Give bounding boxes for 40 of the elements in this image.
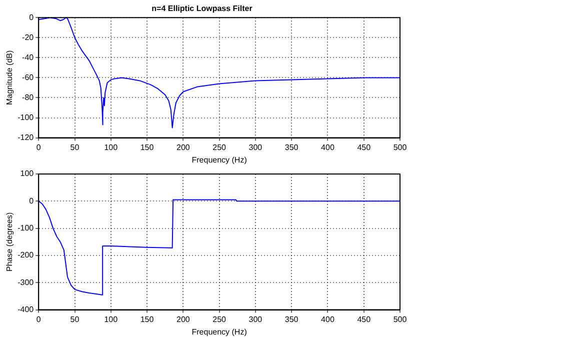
x-tick-label: 350 [284, 314, 299, 324]
x-tick-label: 250 [212, 142, 227, 152]
y-tick-label: 100 [20, 169, 34, 178]
x-tick-label: 300 [248, 314, 263, 324]
y-tick-label: -200 [18, 250, 34, 260]
x-tick-label: 150 [140, 314, 154, 324]
y-axis-title: Phase (degrees) [5, 212, 14, 272]
x-tick-label: 250 [212, 314, 227, 324]
x-tick-label: 50 [70, 314, 80, 324]
x-tick-label: 0 [36, 142, 42, 152]
x-tick-label: 50 [70, 142, 80, 152]
x-tick-label: 350 [284, 142, 299, 152]
y-tick-label: -100 [18, 224, 34, 233]
x-tick-label: 100 [104, 314, 118, 324]
y-axis-title: Magnitude (dB) [5, 50, 14, 106]
x-tick-label: 450 [357, 314, 372, 324]
x-tick-label: 400 [321, 314, 335, 324]
y-tick-label: -20 [22, 32, 34, 42]
chart-title: n=4 Elliptic Lowpass Filter [152, 4, 252, 14]
y-tick-label: -100 [18, 112, 34, 122]
x-tick-label: 200 [176, 314, 190, 324]
x-tick-label: 500 [393, 142, 408, 152]
x-axis-title: Frequency (Hz) [192, 155, 248, 164]
x-tick-label: 0 [36, 314, 42, 324]
y-tick-label: -120 [18, 133, 34, 142]
x-axis-title: Frequency (Hz) [192, 327, 248, 336]
x-tick-label: 500 [393, 314, 408, 324]
x-tick-label: 450 [357, 142, 372, 152]
y-tick-label: -40 [22, 52, 34, 62]
x-tick-label: 100 [104, 142, 118, 152]
y-tick-label: -60 [22, 72, 34, 82]
x-tick-label: 200 [176, 142, 190, 152]
y-tick-label: -300 [18, 278, 34, 287]
y-tick-label: 0 [29, 196, 34, 206]
x-tick-label: 300 [248, 142, 263, 152]
y-tick-label: -80 [22, 92, 34, 102]
y-tick-label: 0 [29, 12, 34, 22]
x-tick-label: 150 [140, 142, 154, 152]
y-tick-label: -400 [18, 305, 34, 314]
x-tick-label: 400 [321, 142, 335, 152]
